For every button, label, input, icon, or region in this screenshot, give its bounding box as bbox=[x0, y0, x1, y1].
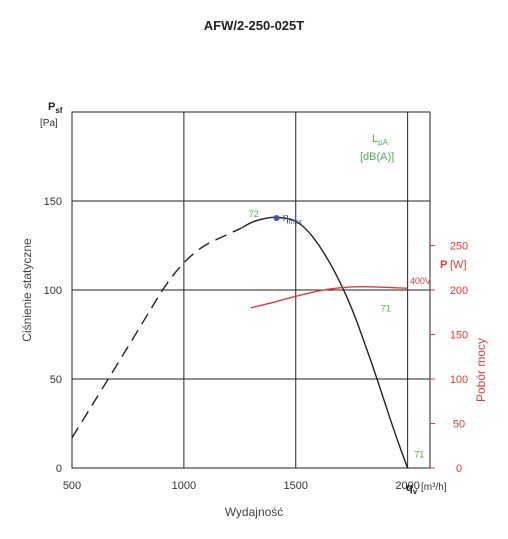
chart-title: AFW/2-250-025T bbox=[204, 18, 304, 33]
series-lines: ηmax bbox=[71, 212, 409, 469]
y2-axis-label: Pobór mocy bbox=[474, 338, 488, 402]
pressure-curve bbox=[241, 216, 409, 469]
y2-tick-label: 250 bbox=[450, 241, 468, 253]
eta-max-sub: max bbox=[289, 219, 303, 226]
y-tick-label: 0 bbox=[56, 463, 62, 475]
grid bbox=[71, 111, 431, 469]
y-tick-label: 50 bbox=[50, 374, 62, 386]
x-axis-unit: [m³/h] bbox=[421, 482, 447, 493]
y2-axis-unit: [W] bbox=[450, 259, 467, 271]
x-tick-label: 1500 bbox=[284, 480, 308, 492]
y-axis-symbol: Psf bbox=[48, 101, 63, 115]
annotations: 72 71 71 400V bbox=[249, 209, 431, 459]
x-tick-label: 2000 bbox=[395, 480, 419, 492]
y-axis-label: Ciśnienie statyczne bbox=[20, 238, 34, 342]
eta-max-point bbox=[273, 215, 280, 222]
x-tick-label: 500 bbox=[63, 480, 81, 492]
y2-tick-label: 100 bbox=[450, 374, 468, 386]
y-tick-label: 100 bbox=[44, 285, 62, 297]
noise-legend-symbol: LpA bbox=[372, 133, 389, 147]
power-curve bbox=[250, 285, 409, 309]
pressure-curve-dashed bbox=[71, 227, 243, 439]
eta-max-label: ηmax bbox=[283, 212, 303, 226]
annotation-label: 71 bbox=[381, 303, 391, 313]
y2-tick-label: 50 bbox=[453, 419, 465, 431]
y-axis-unit: [Pa] bbox=[40, 118, 58, 129]
y2-tick-label: 200 bbox=[450, 285, 468, 297]
annotation-label: 400V bbox=[410, 276, 431, 286]
y2-axis-symbol: P bbox=[440, 259, 447, 271]
x-axis-symbol: qv bbox=[406, 482, 418, 496]
y2-tick-label: 0 bbox=[456, 463, 462, 475]
noise-legend-unit: [dB(A)] bbox=[360, 151, 394, 163]
y-tick-label: 150 bbox=[44, 196, 62, 208]
annotation-label: 71 bbox=[414, 449, 424, 459]
x-axis-label: Wydajność bbox=[225, 505, 284, 519]
annotation-label: 72 bbox=[249, 209, 259, 219]
y2-tick-label: 150 bbox=[450, 330, 468, 342]
x-tick-label: 1000 bbox=[172, 480, 196, 492]
